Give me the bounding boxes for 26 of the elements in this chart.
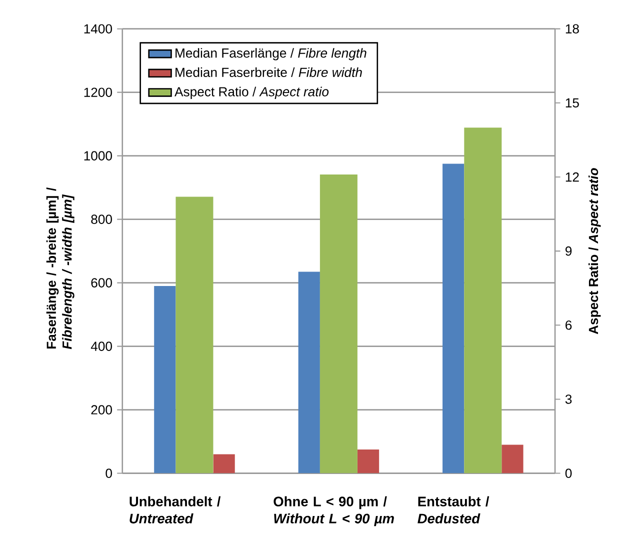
y2-tick-label: 15 (566, 98, 579, 108)
y2-tick-label: 12 (566, 172, 579, 182)
x-tick-label: Entstaubt / Dedusted (418, 496, 490, 524)
y-tick-label: 800 (91, 214, 112, 224)
y2-axis-title: Aspect Ratio / Aspect ratio (588, 168, 601, 334)
x-tick-label: Ohne L < 90 µm / Without L < 90 µm (274, 496, 394, 526)
legend-label: Median Faserbreite / Fibre width (176, 67, 362, 77)
y-tick-label: 0 (106, 468, 112, 478)
y-tick-label: 600 (91, 278, 112, 288)
y-tick-label: 1400 (84, 24, 112, 34)
bar (357, 449, 380, 474)
legend-label: Median Faserlänge / Fibre length (176, 48, 366, 60)
y2-tick-label: 18 (566, 24, 579, 34)
y2-tick-label: 0 (565, 468, 572, 478)
y-tick-label: 200 (91, 405, 112, 414)
bar (502, 444, 524, 474)
y-tick-label: 1200 (84, 88, 112, 97)
y2-tick-label: 3 (565, 394, 572, 404)
y-tick-label: 400 (90, 342, 112, 351)
y-axis-title: Faserlänge / -breite [µm] / Fibrelength / -width [µm] (46, 187, 74, 350)
x-tick-label: Unbehandelt / Untreated (130, 496, 221, 524)
y-tick-label: 1000 (84, 151, 112, 160)
y2-tick-label: 6 (566, 320, 572, 330)
legend-label: Aspect Ratio / Aspect ratio (174, 86, 329, 99)
y2-tick-label: 9 (566, 246, 572, 256)
bar (213, 454, 235, 474)
